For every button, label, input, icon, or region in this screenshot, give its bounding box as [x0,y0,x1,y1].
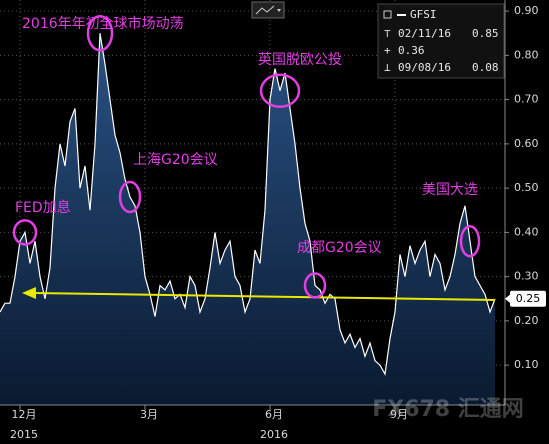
chart-type-button[interactable] [251,1,285,19]
legend-low-mark: ⊥ [384,61,391,74]
annotation-text: 2016年年初全球市场动荡 [22,15,184,32]
legend-box [377,3,505,79]
legend-high-mark: ⊤ [384,27,391,40]
y-tick-label: 0.80 [514,48,539,61]
toolbar[interactable] [251,1,285,19]
y-tick-label: 0.70 [514,93,539,106]
legend-name: GFSI [410,8,437,21]
y-tick-label: 0.20 [514,314,539,327]
y-tick-label: 0.60 [514,137,539,150]
y-tick-label: 0.10 [514,358,539,371]
watermark: FX678 汇通网 [372,397,524,422]
y-tick-label: 0.50 [514,181,539,194]
legend: GFSI ⊤ 02/11/16 0.85 + 0.36 ⊥ 09/08/16 0… [377,3,505,79]
x-year-label: 2016 [260,428,288,441]
arrow-head [22,287,36,299]
x-tick-label: 6月 [265,408,283,421]
legend-high-value: 0.85 [472,27,499,40]
legend-icon [383,10,392,19]
annotation-text: 上海G20会议 [133,152,218,168]
legend-avg-mark: + [384,44,391,57]
last-value-box [510,290,546,307]
dropdown-arrow [277,9,281,12]
annotation-text: FED加息 [15,199,71,216]
y-tick-label: 0.90 [514,4,539,17]
x-tick-label: 3月 [140,408,158,421]
arrow-line [33,292,496,301]
annotation-circle [303,272,327,299]
annotation-text: 美国大选 [422,182,478,198]
trend-arrow [22,287,496,301]
area [0,33,495,405]
series [0,33,496,405]
line [0,33,496,376]
annotation-text: 成都G20会议 [297,240,382,256]
legend-average: 0.36 [398,44,425,57]
legend-low-date: 09/08/16 [398,61,451,74]
legend-high-date: 02/11/16 [398,27,451,40]
last-value-label: 0.25 [516,292,541,305]
x-tick-label: 9月 [390,408,408,421]
annotation-circle [118,180,142,214]
chart-icon [255,5,275,15]
annotation-circle [459,224,481,258]
last-value-pointer [505,293,511,304]
x-tick-label: 12月 [12,408,37,421]
annotation-circle [12,219,38,246]
annotation-circle [259,73,301,108]
y-tick-label: 0.30 [514,270,539,283]
y-tick-label: 0.40 [514,225,539,238]
x-year-label: 2015 [10,428,38,441]
annotation-circle [86,14,114,52]
legend-low-value: 0.08 [472,61,499,74]
annotation-text: 英国脱欧公投 [258,51,342,68]
